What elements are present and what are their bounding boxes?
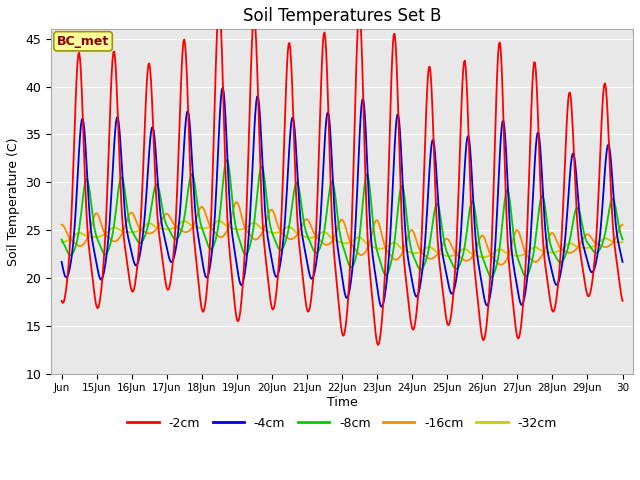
X-axis label: Time: Time: [326, 396, 358, 409]
Legend: -2cm, -4cm, -8cm, -16cm, -32cm: -2cm, -4cm, -8cm, -16cm, -32cm: [122, 411, 562, 434]
Title: Soil Temperatures Set B: Soil Temperatures Set B: [243, 7, 441, 25]
Text: BC_met: BC_met: [57, 35, 109, 48]
Y-axis label: Soil Temperature (C): Soil Temperature (C): [7, 137, 20, 266]
